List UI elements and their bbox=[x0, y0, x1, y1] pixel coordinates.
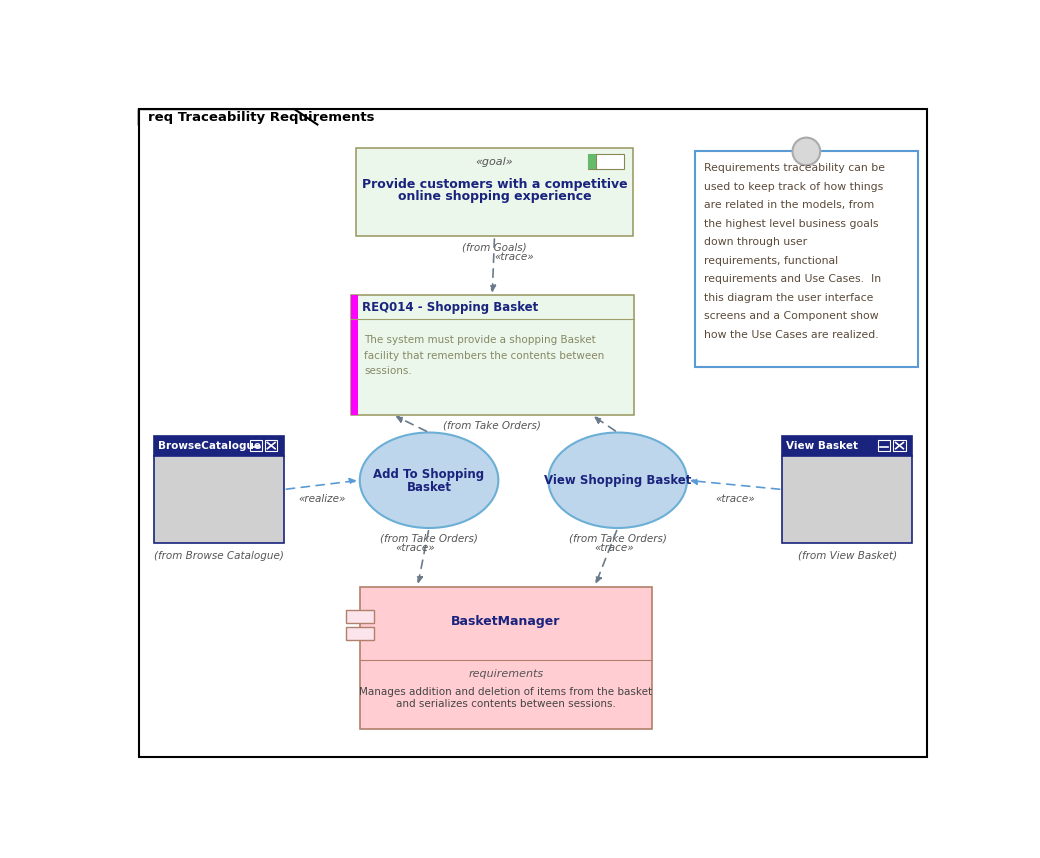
Text: BrowseCatalogue: BrowseCatalogue bbox=[158, 441, 261, 450]
Text: how the Use Cases are realized.: how the Use Cases are realized. bbox=[704, 329, 879, 340]
Text: Add To Shopping: Add To Shopping bbox=[373, 468, 485, 480]
Text: «realize»: «realize» bbox=[297, 494, 345, 504]
Text: req Traceability Requirements: req Traceability Requirements bbox=[148, 111, 374, 124]
Text: «trace»: «trace» bbox=[396, 543, 436, 553]
Text: «trace»: «trace» bbox=[494, 251, 534, 262]
Text: (from Browse Catalogue): (from Browse Catalogue) bbox=[154, 551, 284, 561]
Text: «trace»: «trace» bbox=[714, 494, 755, 504]
Bar bbox=[695, 152, 918, 367]
Text: requirements, functional: requirements, functional bbox=[704, 256, 838, 266]
Text: (from View Basket): (from View Basket) bbox=[798, 551, 896, 561]
Bar bbox=[154, 436, 284, 543]
Text: Manages addition and deletion of items from the basket: Manages addition and deletion of items f… bbox=[360, 687, 653, 697]
Text: and serializes contents between sessions.: and serializes contents between sessions… bbox=[396, 699, 616, 710]
Text: requirements and Use Cases.  In: requirements and Use Cases. In bbox=[704, 275, 881, 284]
Text: View Basket: View Basket bbox=[786, 441, 858, 450]
Text: View Shopping Basket: View Shopping Basket bbox=[544, 474, 692, 486]
Text: (from Take Orders): (from Take Orders) bbox=[569, 534, 667, 544]
Text: (from Take Orders): (from Take Orders) bbox=[443, 420, 541, 431]
Circle shape bbox=[792, 137, 821, 166]
Text: Requirements traceability can be: Requirements traceability can be bbox=[704, 163, 885, 173]
Text: BasketManager: BasketManager bbox=[451, 615, 561, 628]
Text: Provide customers with a competitive: Provide customers with a competitive bbox=[362, 178, 627, 190]
Bar bbox=[346, 626, 373, 640]
Bar bbox=[782, 436, 912, 456]
Bar bbox=[356, 148, 633, 236]
Text: «goal»: «goal» bbox=[475, 156, 514, 166]
Text: screens and a Component show: screens and a Component show bbox=[704, 311, 879, 321]
Bar bbox=[250, 440, 262, 451]
Bar bbox=[782, 436, 912, 543]
Text: (from Goals): (from Goals) bbox=[462, 242, 527, 252]
Bar bbox=[350, 295, 358, 414]
Bar bbox=[154, 436, 284, 456]
Bar bbox=[589, 154, 596, 169]
Text: REQ014 - Shopping Basket: REQ014 - Shopping Basket bbox=[362, 301, 539, 314]
Text: Basket: Basket bbox=[407, 481, 451, 494]
Ellipse shape bbox=[548, 432, 687, 528]
Text: the highest level business goals: the highest level business goals bbox=[704, 219, 879, 229]
Text: used to keep track of how things: used to keep track of how things bbox=[704, 182, 883, 192]
Text: this diagram the user interface: this diagram the user interface bbox=[704, 293, 874, 303]
Text: are related in the models, from: are related in the models, from bbox=[704, 201, 875, 210]
Text: The system must provide a shopping Basket: The system must provide a shopping Baske… bbox=[364, 335, 596, 345]
Text: requirements: requirements bbox=[468, 668, 544, 679]
Text: online shopping experience: online shopping experience bbox=[397, 190, 592, 203]
Bar bbox=[893, 440, 906, 451]
Text: down through user: down through user bbox=[704, 238, 807, 247]
Text: «trace»: «trace» bbox=[594, 543, 633, 553]
Bar bbox=[265, 440, 278, 451]
Bar bbox=[346, 610, 373, 624]
Ellipse shape bbox=[360, 432, 498, 528]
Text: facility that remembers the contents between: facility that remembers the contents bet… bbox=[364, 351, 604, 360]
Bar bbox=[350, 295, 633, 414]
Bar bbox=[360, 587, 652, 729]
Bar bbox=[589, 154, 624, 169]
Text: sessions.: sessions. bbox=[364, 366, 412, 376]
Bar bbox=[878, 440, 890, 451]
Text: (from Take Orders): (from Take Orders) bbox=[380, 534, 478, 544]
